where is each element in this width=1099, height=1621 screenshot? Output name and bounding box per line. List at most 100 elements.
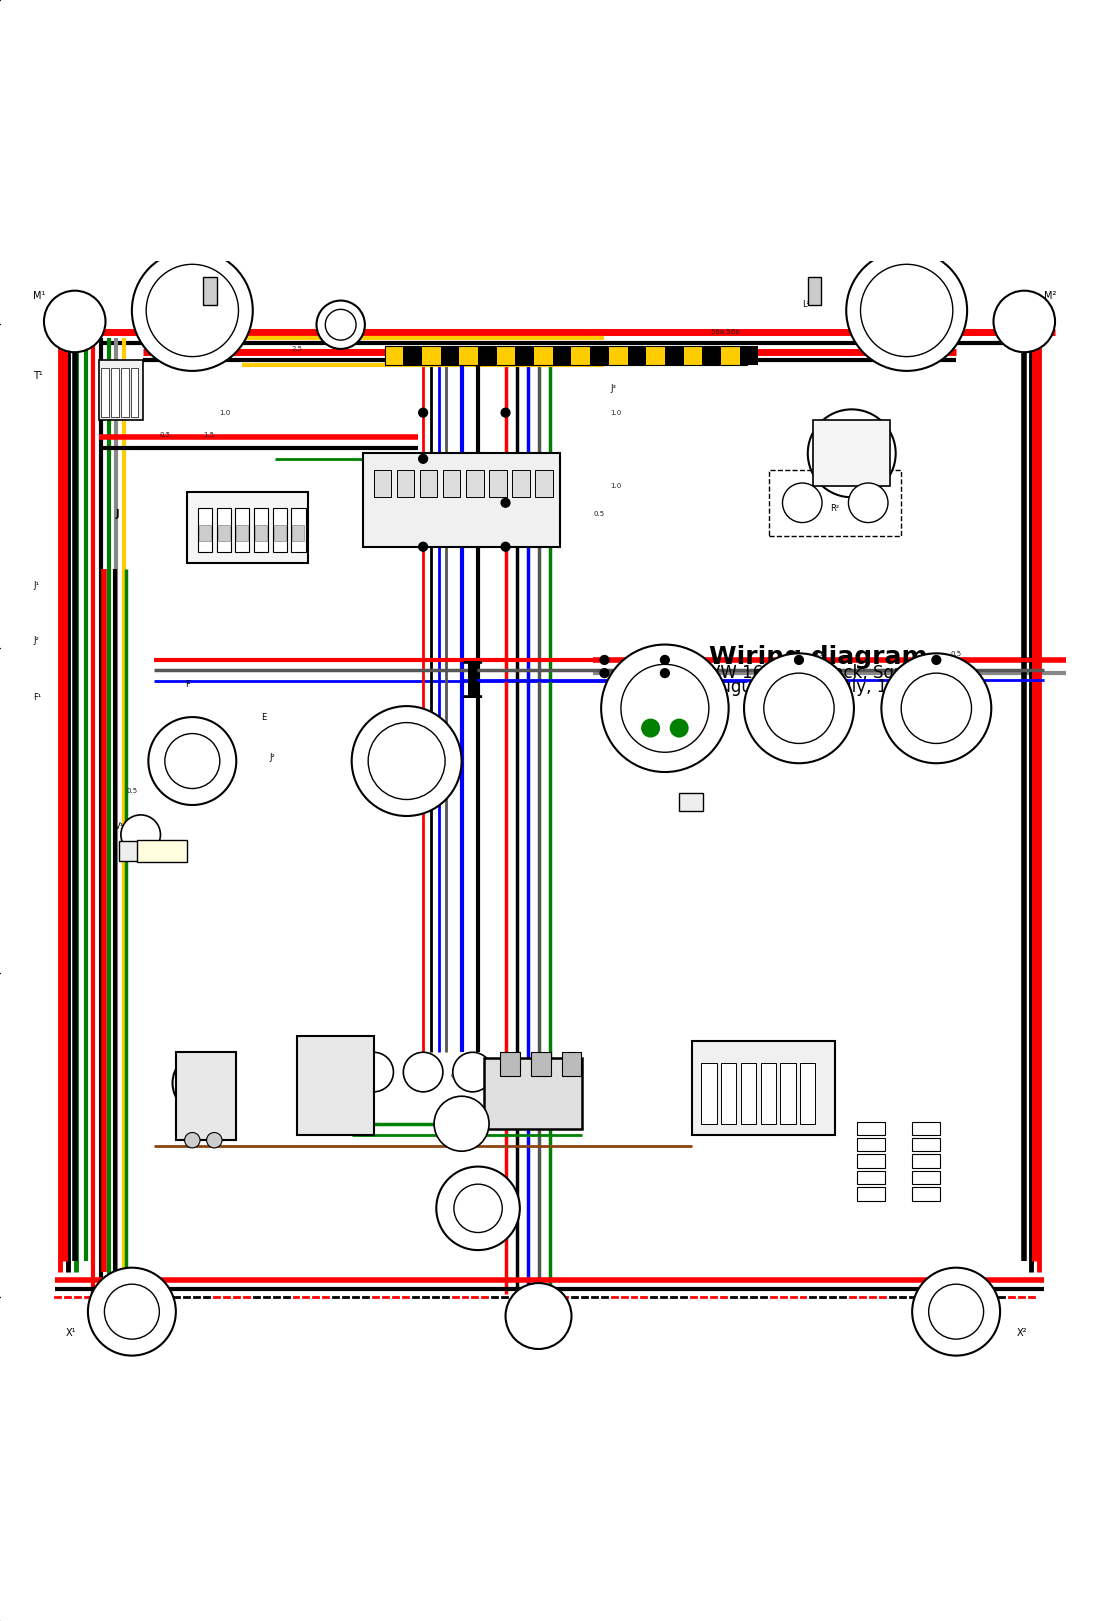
Text: 2.5: 2.5 (291, 345, 302, 352)
Text: B: B (550, 1086, 557, 1096)
Bar (291, 509, 306, 553)
Bar (761, 1063, 776, 1123)
Circle shape (44, 290, 106, 352)
Circle shape (325, 310, 356, 340)
Bar (721, 345, 740, 365)
Circle shape (506, 1284, 571, 1349)
Text: J¹: J¹ (33, 580, 38, 590)
Text: X²: X² (1017, 1328, 1028, 1337)
Text: D: D (176, 1118, 184, 1128)
Bar (912, 1188, 940, 1201)
Bar (684, 345, 702, 365)
Bar (912, 1154, 940, 1167)
Circle shape (88, 1268, 176, 1355)
Text: K⁷: K⁷ (655, 674, 664, 682)
Bar (857, 1188, 885, 1201)
Text: 56b 56a: 56b 56a (156, 329, 185, 336)
Circle shape (621, 665, 709, 752)
Text: O': O' (451, 1073, 458, 1080)
Circle shape (808, 410, 896, 498)
Text: 0.5: 0.5 (159, 431, 170, 438)
Bar (628, 345, 646, 365)
Bar (912, 1138, 940, 1151)
Text: C: C (297, 1118, 303, 1128)
Circle shape (146, 264, 238, 357)
Text: E: E (262, 713, 267, 721)
Circle shape (660, 655, 669, 665)
Text: R²: R² (830, 504, 839, 512)
Circle shape (368, 723, 445, 799)
Text: 1.0: 1.0 (610, 410, 621, 415)
Bar (857, 1170, 885, 1185)
Bar (609, 345, 628, 365)
Bar (441, 345, 459, 365)
Text: I: I (460, 660, 485, 708)
Circle shape (881, 653, 991, 763)
Circle shape (795, 655, 803, 665)
Text: August, 1965 - July, 1966: August, 1965 - July, 1966 (709, 679, 919, 697)
Text: L¹: L¹ (209, 300, 217, 310)
Bar (466, 470, 484, 498)
Text: W: W (857, 431, 868, 443)
Circle shape (173, 1052, 234, 1114)
Text: O: O (192, 1075, 200, 1084)
Circle shape (501, 543, 510, 551)
Text: K⁸: K⁸ (929, 674, 937, 682)
Bar (679, 793, 703, 810)
Circle shape (830, 431, 874, 475)
Bar (101, 368, 109, 417)
Circle shape (929, 1284, 984, 1339)
Text: 0.5: 0.5 (126, 788, 137, 794)
Circle shape (501, 498, 510, 507)
Circle shape (207, 1133, 222, 1148)
Bar (590, 345, 609, 365)
Bar (484, 1059, 582, 1130)
Bar (199, 525, 211, 541)
Bar (500, 1052, 520, 1076)
Text: V¹: V¹ (115, 822, 124, 832)
Circle shape (660, 669, 669, 678)
Circle shape (600, 669, 609, 678)
Text: O': O' (418, 1073, 425, 1080)
Bar (443, 470, 460, 498)
Circle shape (436, 1167, 520, 1250)
Bar (808, 277, 821, 305)
Circle shape (419, 454, 428, 464)
Text: VW 1600 Fastback, Squareback: VW 1600 Fastback, Squareback (709, 665, 970, 682)
Bar (780, 1063, 796, 1123)
Text: 2.5: 2.5 (742, 345, 753, 352)
Circle shape (185, 1133, 200, 1148)
Bar (721, 1063, 736, 1123)
Bar (403, 345, 422, 365)
Bar (701, 1063, 717, 1123)
Text: N: N (473, 1240, 480, 1250)
Text: 0.5: 0.5 (813, 652, 824, 658)
Circle shape (764, 673, 834, 744)
Bar (111, 368, 119, 417)
Text: 0.5: 0.5 (951, 652, 962, 658)
Text: Y': Y' (462, 1180, 469, 1188)
Bar (273, 509, 287, 553)
Text: 56a 56b: 56a 56b (711, 329, 740, 336)
Text: H: H (396, 746, 402, 754)
Bar (459, 345, 478, 365)
Bar (385, 345, 403, 365)
Text: K³: K³ (645, 731, 653, 736)
Text: Wiring diagram: Wiring diagram (709, 645, 928, 668)
Circle shape (304, 1052, 344, 1093)
Circle shape (403, 1052, 443, 1093)
Circle shape (993, 290, 1055, 352)
Bar (512, 470, 530, 498)
Circle shape (165, 734, 220, 788)
Bar (813, 420, 890, 486)
Text: F: F (185, 679, 189, 689)
Bar (203, 277, 217, 305)
Text: K⁶: K⁶ (791, 674, 800, 682)
Text: O': O' (385, 1073, 392, 1080)
Bar (553, 345, 571, 365)
Bar (497, 345, 515, 365)
Circle shape (354, 1052, 393, 1093)
Circle shape (104, 1284, 159, 1339)
Circle shape (453, 1052, 492, 1093)
Text: J: J (115, 509, 119, 519)
